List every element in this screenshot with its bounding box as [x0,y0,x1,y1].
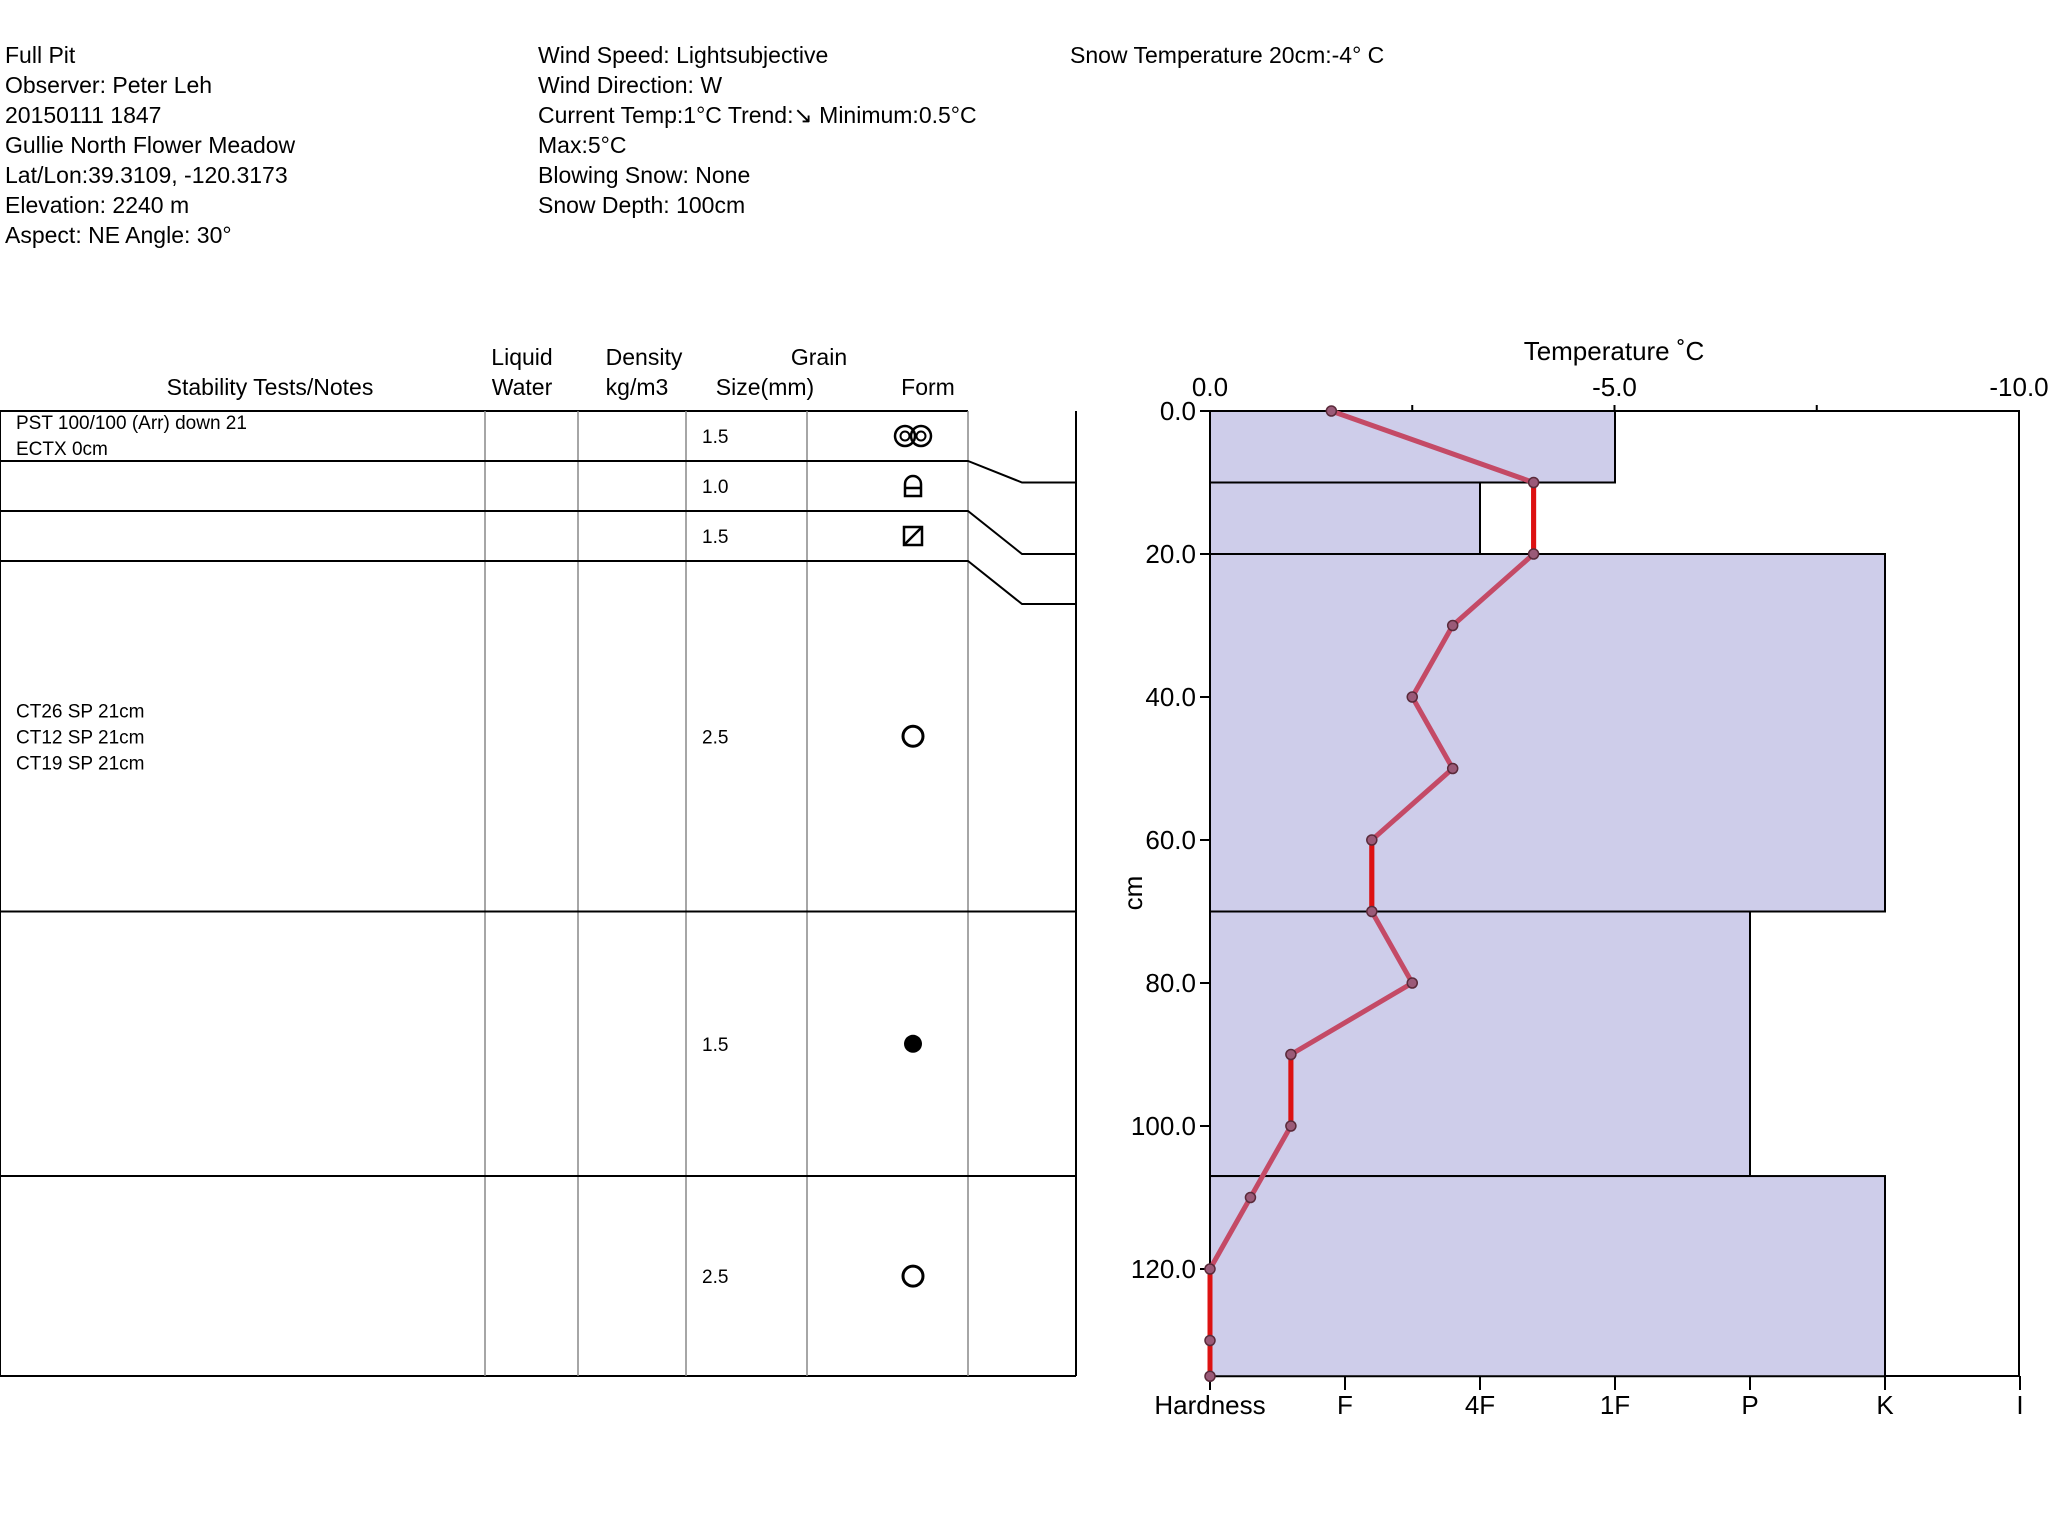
header-line: Elevation: 2240 m [5,192,190,218]
header-line: Full Pit [5,42,76,68]
weather-info-column: Wind Speed: Lightsubjective Wind Directio… [538,40,977,220]
icon-shape [901,1264,925,1288]
icon-shape [903,474,923,498]
header-line: Wind Direction: W [538,72,723,98]
header-size: Size(mm) [716,374,814,400]
hardness-bar [1209,410,1616,484]
rounded-grain-icon [901,1264,925,1288]
temperature-point [1244,1191,1257,1204]
y-tick-label: 40.0 [1145,682,1196,712]
header-line: Gullie North Flower Meadow [5,132,296,158]
icon-ring [899,430,911,442]
hardness-tick-label: F [1337,1390,1353,1420]
stability-note: PST 100/100 (Arr) down 21 [16,413,247,434]
stability-note: ECTX 0cm [16,439,108,460]
header-form: Form [901,374,955,400]
rounded-grain-icon [901,724,925,748]
grain-size-value: 1.5 [702,1035,728,1056]
grain-size-value: 2.5 [702,1267,728,1288]
temperature-point [1366,834,1378,846]
icon-ring [893,424,917,448]
temperature-point [1446,619,1459,632]
layer-table [0,410,1077,1377]
hardness-tick-label: 1F [1600,1390,1630,1420]
header-stability: Stability Tests/Notes [167,374,374,400]
y-tick-label: 20.0 [1145,539,1196,569]
stability-note: CT19 SP 21cm [16,753,144,774]
icon-ring [909,424,933,448]
temperature-point [1446,762,1459,775]
header-line: Current Temp:1°C Trend:↘ Minimum:0.5°C [538,102,977,128]
header-density-1: Density [606,344,683,370]
chart-plot: 0.0 20.0 40.0 60.0 80.0 100.0 120.0 0.0 -5.0 -10.… [1131,372,2048,1420]
y-tick-label: 120.0 [1131,1254,1196,1284]
hardness-bar [1209,481,1481,555]
x-tick-label: -5.0 [1592,372,1637,402]
header-grain: Grain [791,344,847,370]
header-density-2: kg/m3 [606,374,669,400]
y-tick-label: 100.0 [1131,1111,1196,1141]
temperature-point [1366,905,1378,918]
icon-shape [904,1034,922,1053]
faceted-crystal-icon [902,525,924,547]
hardness-tick-label: P [1741,1390,1758,1420]
layer-boundary [0,510,1076,555]
header-line: Snow Depth: 100cm [538,192,746,218]
temperature-point [1285,1048,1297,1061]
grain-size-value: 1.5 [702,527,728,548]
rounded-clustered-icon [893,424,933,448]
temperature-point [1406,977,1418,989]
hardness-axis-label: Hardness [1154,1390,1265,1420]
hardness-bar [1209,553,1886,913]
graupel-icon [904,1034,922,1053]
temperature-point [1527,476,1540,489]
hardness-tick-label: 4F [1465,1390,1495,1420]
x-tick-label: -10.0 [1989,372,2048,402]
temperature-point [1204,1334,1216,1347]
chart-title: Temperature ˚C [1524,336,1705,366]
grain-size-value: 1.0 [702,477,728,498]
y-tick-label: 80.0 [1145,968,1196,998]
header-line: Max:5°C [538,132,627,158]
temperature-point [1204,1263,1216,1275]
icon-shape [901,724,925,748]
header-liquid-2: Water [492,374,553,400]
header-line: 20150111 1847 [5,102,162,128]
header-line: Snow Temperature 20cm:-4° C [1070,42,1385,68]
temperature-point [1406,691,1418,703]
snow-temp-column: Snow Temperature 20cm:-4° C [1070,40,1384,70]
icon-shape [903,526,923,546]
layer-boundary [0,560,1076,606]
hardness-bar [1209,910,1751,1178]
header-line: Blowing Snow: None [538,162,751,188]
y-axis-label: cm [1118,876,1148,911]
header-line: Observer: Peter Leh [5,72,213,98]
temperature-point [1285,1120,1297,1132]
y-tick-label: 60.0 [1145,825,1196,855]
hardness-bar [1209,1175,1886,1378]
temperature-point [1527,548,1540,560]
header-line: Wind Speed: Lightsubjective [538,42,829,68]
header-line: Aspect: NE Angle: 30° [5,222,232,248]
temperature-point [1325,405,1338,417]
temperature-point [1204,1370,1216,1382]
stability-note: CT26 SP 21cm [16,701,144,722]
icon-ring [915,430,927,442]
grain-size-value: 2.5 [702,727,728,748]
layer-boundary [0,460,1076,484]
hardness-tick-label: I [2016,1390,2023,1420]
header-line: Lat/Lon:39.3109, -120.3173 [5,162,288,188]
header-liquid-1: Liquid [491,344,552,370]
icon-shape [902,525,924,547]
pit-info-column: Full Pit Observer: Peter Leh 20150111 1847… [5,40,295,250]
y-tick-label: 0.0 [1160,396,1196,426]
stability-note: CT12 SP 21cm [16,727,144,748]
grain-size-value: 1.5 [702,427,728,448]
hardness-tick-label: K [1876,1390,1894,1420]
faceted-rounded-icon [903,474,923,498]
x-tick-label: 0.0 [1192,372,1228,402]
